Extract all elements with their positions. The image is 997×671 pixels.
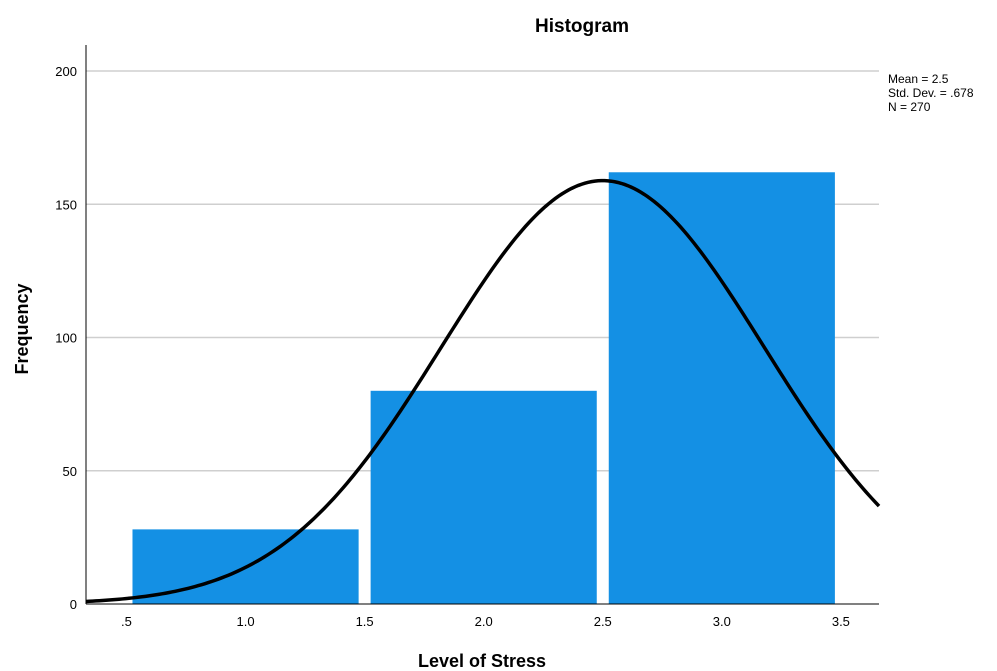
y-tick-label: 100 [55,331,77,346]
x-tick-label: .5 [121,614,132,629]
histogram-bar [370,390,597,604]
chart-title: Histogram [535,16,629,37]
y-tick-label: 50 [63,464,77,479]
stats-mean: Mean = 2.5 [888,72,949,86]
stats-std-dev: Std. Dev. = .678 [888,86,974,100]
x-tick-label: 1.0 [237,614,255,629]
stats-box: Mean = 2.5 Std. Dev. = .678 N = 270 [888,72,974,114]
y-tick-label: 200 [55,64,77,79]
x-axis-label: Level of Stress [418,651,546,671]
x-tick-label: 2.5 [594,614,612,629]
y-tick-labels: 0 50 100 150 200 [55,64,77,612]
normal-curve-layer [85,178,881,604]
axes [85,45,879,605]
stats-n: N = 270 [888,100,931,114]
x-tick-labels: .5 1.0 1.5 2.0 2.5 3.0 3.5 [121,614,850,629]
normal-curve [85,178,881,604]
x-tick-label: 3.5 [832,614,850,629]
y-axis-label: Frequency [12,283,32,374]
bars [132,172,835,604]
y-tick-label: 0 [70,597,77,612]
x-tick-label: 2.0 [475,614,493,629]
y-tick-label: 150 [55,197,77,212]
x-tick-label: 3.0 [713,614,731,629]
histogram-bar [608,172,835,604]
x-tick-label: 1.5 [356,614,374,629]
